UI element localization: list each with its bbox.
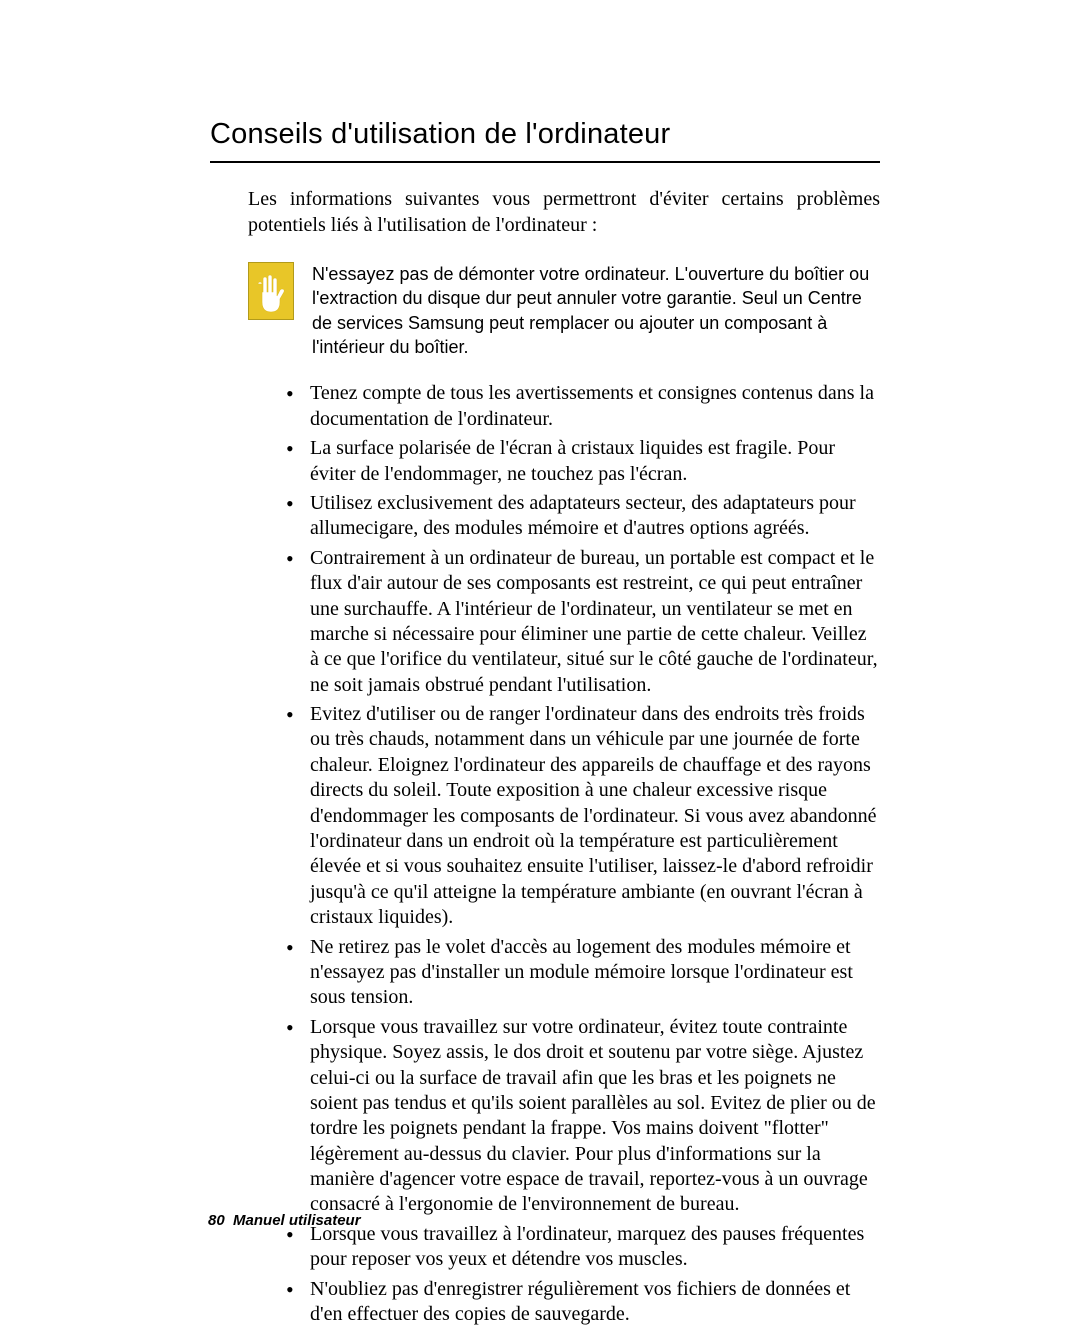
- warning-text: N'essayez pas de démonter votre ordinate…: [312, 262, 880, 359]
- footer-label: Manuel utilisateur: [233, 1212, 361, 1229]
- list-item: Evitez d'utiliser ou de ranger l'ordinat…: [286, 702, 880, 931]
- bullet-list: Tenez compte de tous les avertissements …: [210, 381, 880, 1327]
- page-number: 80: [208, 1212, 225, 1229]
- title-rule: [210, 161, 880, 163]
- list-item: Utilisez exclusivement des adaptateurs s…: [286, 491, 880, 542]
- list-item: Ne retirez pas le volet d'accès au logem…: [286, 935, 880, 1011]
- list-item: Lorsque vous travaillez sur votre ordina…: [286, 1015, 880, 1218]
- page-title: Conseils d'utilisation de l'ordinateur: [210, 118, 880, 151]
- intro-paragraph: Les informations suivantes vous permettr…: [210, 187, 880, 238]
- content-area: Conseils d'utilisation de l'ordinateur L…: [210, 118, 880, 1331]
- hand-stop-icon: [248, 262, 294, 320]
- list-item: N'oubliez pas d'enregistrer régulièremen…: [286, 1277, 880, 1328]
- warning-callout: N'essayez pas de démonter votre ordinate…: [248, 262, 880, 359]
- list-item: La surface polarisée de l'écran à crista…: [286, 436, 880, 487]
- list-item: Lorsque vous travaillez à l'ordinateur, …: [286, 1222, 880, 1273]
- page-footer: 80 Manuel utilisateur: [208, 1212, 361, 1229]
- list-item: Contrairement à un ordinateur de bureau,…: [286, 546, 880, 698]
- list-item: Tenez compte de tous les avertissements …: [286, 381, 880, 432]
- document-page: Conseils d'utilisation de l'ordinateur L…: [0, 0, 1080, 1309]
